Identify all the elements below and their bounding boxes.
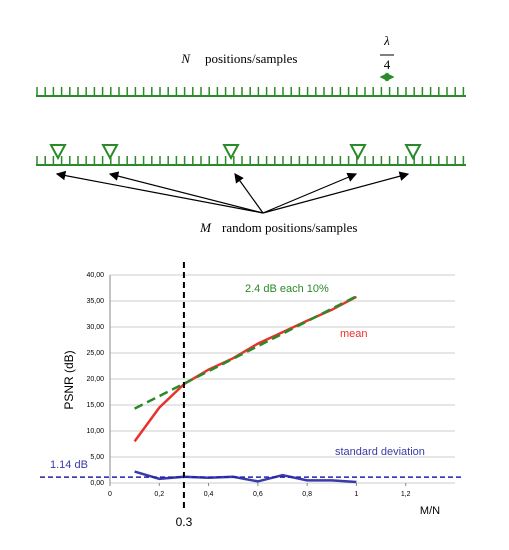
reference-vline-label: 0.3 [176, 515, 193, 529]
arrow [262, 172, 358, 214]
sample-marker [349, 144, 367, 161]
sample-marker [404, 144, 422, 161]
fraction-num: λ [383, 33, 390, 48]
y-tick-label: 40,00 [86, 272, 104, 279]
x-tick-label: 0,4 [204, 491, 214, 498]
y-tick-label: 15,00 [86, 402, 104, 409]
sample-marker [49, 144, 67, 161]
x-axis-label: M/N [420, 505, 440, 517]
ruler-ticks [36, 87, 465, 96]
y-tick-label: 30,00 [86, 324, 104, 331]
arrow [108, 171, 264, 214]
y-tick-label: 10,00 [86, 428, 104, 435]
y-axis-label: PSNR (dB) [62, 350, 76, 409]
y-tick-label: 5,00 [90, 454, 104, 461]
x-tick-label: 1,2 [401, 491, 411, 498]
reference-hline-label: 1.14 dB [50, 459, 88, 471]
y-tick-label: 20,00 [86, 376, 104, 383]
x-tick-label: 0,8 [302, 491, 312, 498]
y-tick-label: 35,00 [86, 298, 104, 305]
bottom-label: random positions/samples [222, 220, 357, 235]
x-tick-label: 1 [354, 491, 358, 498]
sample-marker [101, 144, 119, 161]
diagram: N positions/samples λ 4 M random positio… [36, 33, 466, 235]
series-line [134, 295, 357, 410]
series-label: standard deviation [335, 446, 425, 458]
ruler-ticks [36, 156, 465, 165]
top-var: N [180, 51, 191, 66]
sample-marker [222, 144, 240, 161]
series-label: mean [340, 328, 368, 340]
top-label: positions/samples [205, 51, 297, 66]
y-tick-label: 25,00 [86, 350, 104, 357]
x-tick-label: 0,2 [154, 491, 164, 498]
arrow [234, 173, 264, 214]
arrow [262, 171, 410, 214]
arrow [55, 170, 264, 214]
series-label: 2.4 dB each 10% [245, 283, 329, 295]
chart: 0,00 5,00 10,00 15,00 20,00 25,00 30,00 35,00 40… [40, 262, 462, 529]
x-tick-label: 0 [108, 491, 112, 498]
y-tick-label: 0,00 [90, 480, 104, 487]
bottom-var: M [199, 220, 212, 235]
series-line [133, 295, 357, 443]
fraction-den: 4 [384, 57, 391, 72]
x-tick-label: 0,6 [253, 491, 263, 498]
